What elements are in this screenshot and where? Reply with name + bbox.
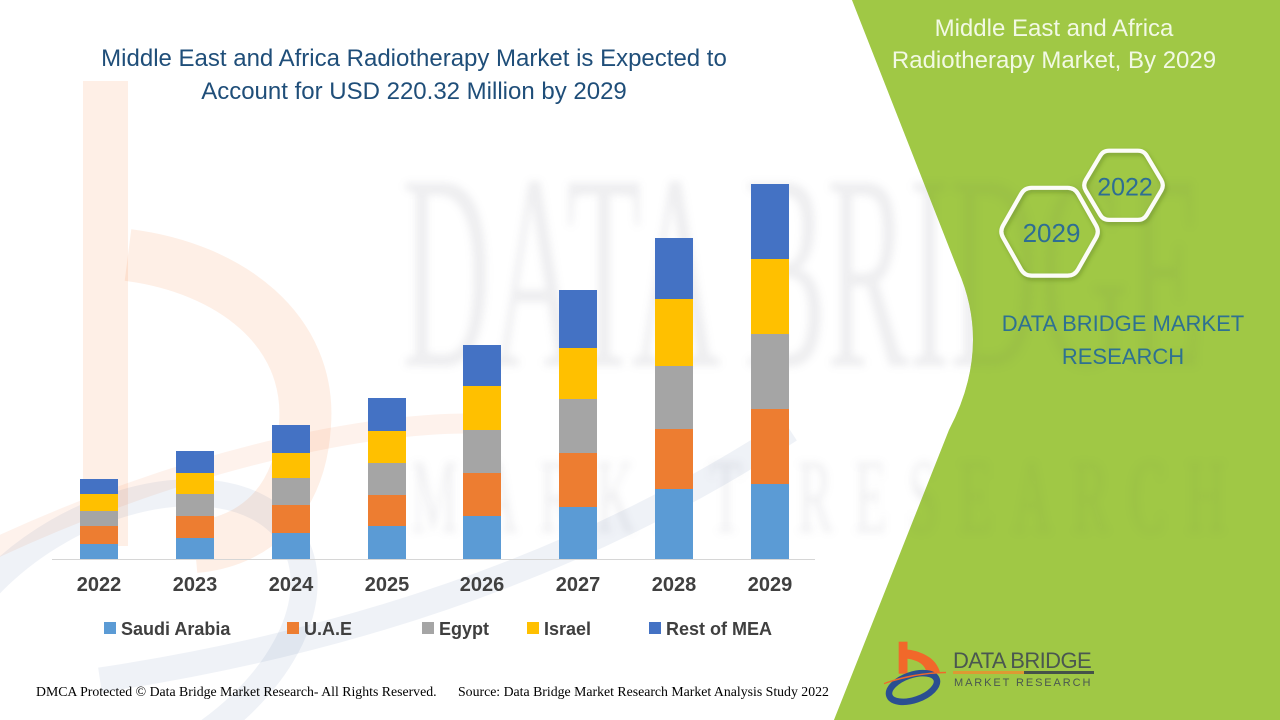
svg-text:2029: 2029 [1023, 218, 1081, 248]
svg-text:2022: 2022 [1097, 174, 1153, 202]
